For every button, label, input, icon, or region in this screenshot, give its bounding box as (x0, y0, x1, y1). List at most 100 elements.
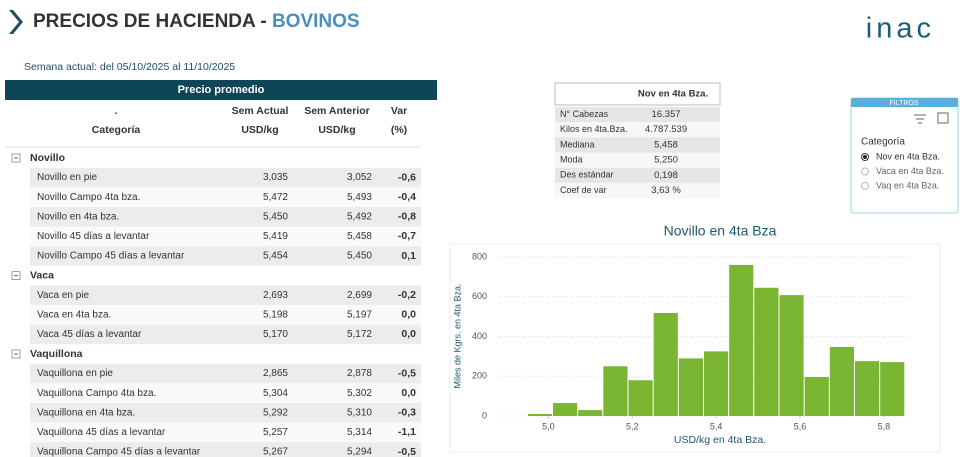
table-title: Precio promedio (178, 84, 265, 96)
stats-label: Kilos en 4ta.Bza. (560, 124, 628, 134)
x-tick-label: 5,2 (626, 421, 639, 431)
column-header: (%) (391, 124, 407, 136)
variation: -0,2 (398, 289, 416, 301)
row-background (30, 305, 421, 325)
stats-label: Mediana (560, 139, 595, 149)
histogram-bar (779, 295, 804, 416)
chart-frame (449, 243, 941, 453)
histogram-bar (829, 347, 854, 416)
stats-row (555, 182, 720, 199)
previous-price: 5,493 (347, 192, 372, 203)
y-tick-label: 200 (472, 371, 487, 381)
filter-label: Categoría (861, 137, 905, 148)
column-header: . (115, 105, 118, 117)
previous-price: 2,878 (347, 368, 372, 379)
current-price: 5,267 (263, 447, 288, 457)
row-label: Novillo en pie (37, 172, 97, 183)
histogram-bar (804, 377, 829, 416)
previous-price: 5,314 (347, 427, 372, 438)
filter-option[interactable]: Vaca en 4ta Bza. (876, 166, 944, 176)
current-price: 3,035 (263, 172, 288, 183)
group-label: Vaquillona (30, 348, 83, 360)
filter-option[interactable]: Vaq en 4ta Bza. (876, 180, 939, 190)
row-background (30, 285, 421, 305)
histogram-bar (603, 366, 628, 416)
x-axis-label: USD/kg en 4ta Bza. (674, 434, 766, 446)
variation: -0,8 (398, 211, 416, 223)
stats-value: 5,250 (654, 155, 678, 166)
filter-option[interactable]: Nov en 4ta Bza. (876, 151, 940, 161)
histogram-bar (704, 351, 729, 416)
column-header: USD/kg (318, 124, 355, 136)
chart-title: Novillo en 4ta Bza (664, 223, 777, 239)
row-background (30, 442, 421, 457)
row-label: Vaca en 4ta bza. (37, 309, 111, 320)
stats-value: 16.357 (651, 109, 680, 120)
stats-row (555, 106, 720, 123)
y-tick-label: 800 (472, 251, 487, 261)
histogram-bar (553, 403, 578, 416)
row-background (30, 167, 421, 188)
previous-price: 5,450 (347, 251, 372, 262)
y-tick-label: 0 (482, 410, 487, 420)
stats-row (555, 122, 720, 138)
stats-label: Coef de var (560, 185, 607, 195)
current-price: 5,198 (263, 309, 288, 320)
stats-value: 4.787.539 (645, 124, 687, 135)
previous-price: 5,294 (347, 447, 372, 457)
histogram-bar (628, 380, 653, 416)
variation: -0,3 (398, 407, 416, 419)
filters-title: FILTROS (889, 100, 918, 107)
row-background (30, 383, 421, 403)
y-tick-label: 600 (472, 291, 487, 301)
radio-button[interactable] (861, 182, 869, 190)
column-header: USD/kg (241, 124, 278, 136)
column-header: Var (391, 105, 407, 117)
filters-bar (851, 98, 958, 107)
histogram-bar (678, 358, 703, 416)
previous-price: 3,052 (347, 172, 372, 183)
variation: -1,1 (398, 426, 416, 438)
stats-value: 3,63 % (651, 185, 681, 196)
current-price: 2,693 (263, 290, 288, 301)
variation: 0,0 (401, 309, 416, 321)
row-label: Vaca en pie (37, 290, 90, 301)
current-price: 5,450 (263, 211, 288, 222)
stats-label: Des estándar (560, 170, 614, 180)
variation: 0,1 (401, 250, 416, 262)
histogram-bar (754, 287, 779, 416)
histogram-bar (729, 264, 754, 416)
previous-price: 5,310 (347, 407, 372, 418)
row-label: Vaquillona Campo 4ta bza. (37, 388, 156, 399)
current-price: 2,865 (263, 368, 288, 379)
previous-price: 2,699 (347, 290, 372, 301)
row-label: Vaquillona Campo 45 días a levantar (37, 447, 201, 457)
expand-icon[interactable] (937, 112, 949, 124)
row-background (30, 187, 421, 207)
y-axis-label: Miles de Kgrs. en 4ta Bza. (452, 283, 462, 388)
row-background (30, 422, 421, 443)
row-background (30, 246, 421, 266)
stats-row (555, 167, 720, 183)
current-price: 5,419 (263, 231, 288, 242)
current-price: 5,292 (263, 407, 288, 418)
variation: -0,6 (398, 171, 416, 183)
histogram-bar (854, 361, 880, 416)
radio-button[interactable] (861, 167, 869, 176)
group-label: Vaca (30, 269, 54, 281)
x-tick-label: 5,6 (794, 421, 807, 431)
row-background (30, 226, 421, 247)
previous-price: 5,172 (347, 329, 372, 340)
title-chevron (9, 10, 23, 34)
row-label: Novillo Campo 45 días a levantar (37, 251, 185, 262)
stats-label: Moda (560, 154, 583, 164)
current-price: 5,454 (263, 251, 288, 262)
histogram-bar (578, 410, 603, 416)
row-background (30, 403, 421, 423)
stats-label: N° Cabezas (560, 109, 609, 119)
x-tick-label: 5,0 (542, 421, 555, 431)
x-tick-label: 5,8 (878, 421, 891, 431)
x-tick-label: 5,4 (710, 421, 723, 431)
column-header: Sem Anterior (304, 105, 370, 117)
variation: 0,0 (401, 328, 416, 340)
